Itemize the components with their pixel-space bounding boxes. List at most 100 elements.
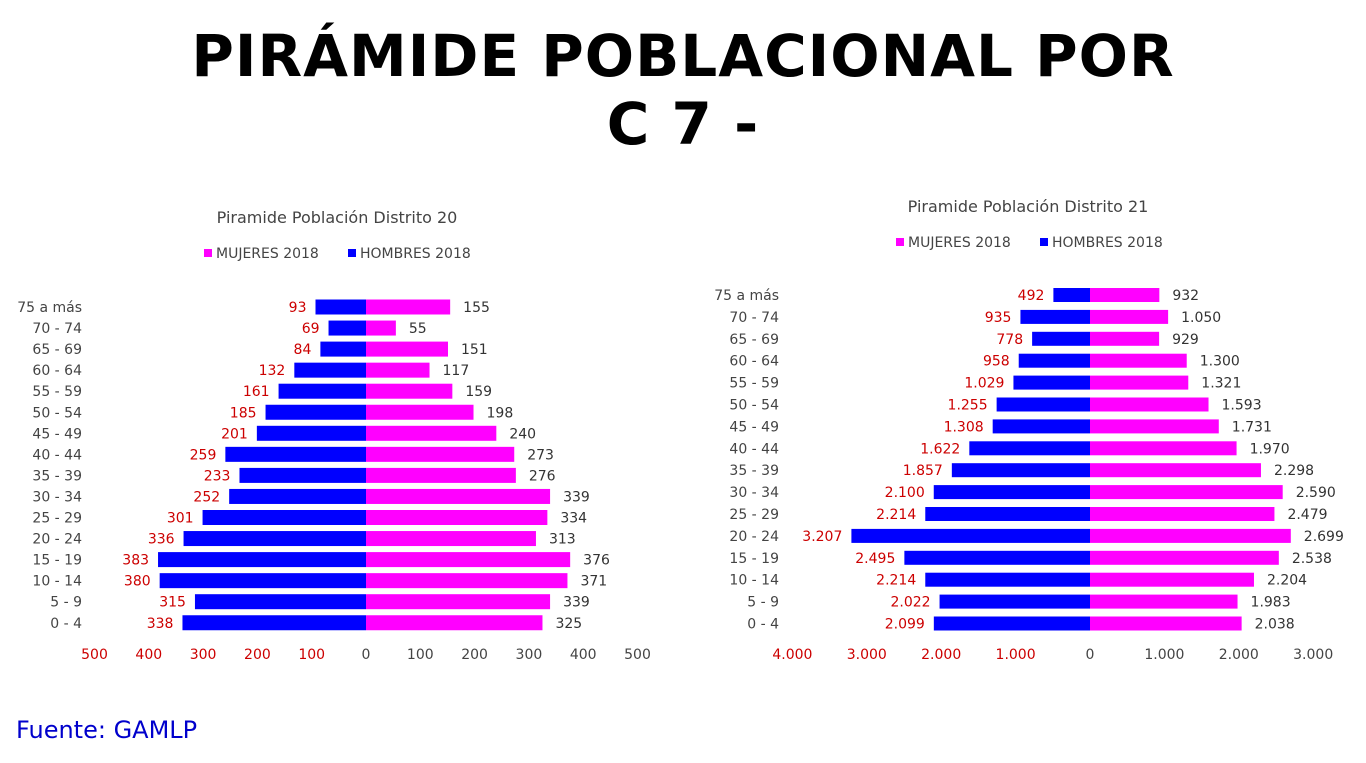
chart-title: Piramide Población Distrito 20: [217, 208, 458, 227]
bar-hombres: [182, 615, 366, 631]
bar-mujeres: [1090, 375, 1189, 390]
category-label: 70 - 74: [729, 310, 779, 326]
data-label-hombres: 315: [159, 595, 186, 611]
category-label: 10 - 14: [729, 573, 779, 589]
bar-hombres: [158, 552, 366, 568]
bar-mujeres: [366, 552, 571, 568]
category-label: 55 - 59: [729, 376, 779, 392]
data-label-mujeres: 325: [555, 616, 582, 632]
data-label-mujeres: 198: [487, 405, 514, 421]
data-label-mujeres: 339: [563, 595, 590, 611]
bar-mujeres: [1090, 419, 1219, 434]
legend-label-hombres: HOMBRES 2018: [360, 246, 471, 262]
bar-hombres: [1018, 353, 1090, 368]
data-label-hombres: 2.214: [876, 507, 916, 523]
data-label-hombres: 84: [294, 342, 312, 358]
category-label: 15 - 19: [729, 551, 779, 567]
data-label-hombres: 935: [985, 310, 1012, 326]
data-label-hombres: 1.029: [964, 376, 1004, 392]
bar-hombres: [925, 572, 1090, 587]
data-label-mujeres: 155: [463, 300, 490, 316]
x-tick-label: 400: [135, 647, 162, 663]
data-label-mujeres: 240: [509, 426, 536, 442]
category-label: 30 - 34: [32, 489, 82, 505]
x-tick-label: 1.000: [996, 647, 1036, 663]
bar-mujeres: [1090, 550, 1279, 565]
data-label-hombres: 252: [193, 489, 220, 505]
data-label-mujeres: 55: [409, 321, 427, 337]
data-label-mujeres: 2.298: [1274, 463, 1314, 479]
legend-swatch-mujeres: [204, 249, 212, 257]
bar-mujeres: [366, 299, 451, 315]
bar-mujeres: [366, 594, 551, 610]
data-label-hombres: 492: [1018, 288, 1045, 304]
data-label-hombres: 2.099: [885, 617, 925, 633]
bar-hombres: [904, 550, 1090, 565]
legend-swatch-hombres: [1040, 238, 1048, 246]
data-label-hombres: 338: [147, 616, 174, 632]
x-tick-label: 200: [461, 647, 488, 663]
bar-mujeres: [366, 425, 497, 441]
data-label-hombres: 185: [230, 405, 257, 421]
bar-mujeres: [1090, 397, 1209, 412]
category-label: 75 a más: [714, 288, 779, 304]
data-label-mujeres: 1.593: [1222, 398, 1262, 414]
data-label-mujeres: 2.204: [1267, 573, 1307, 589]
page-title-line2: C 7 -: [606, 90, 760, 158]
data-label-mujeres: 313: [549, 532, 576, 548]
bar-hombres: [239, 467, 366, 483]
data-label-hombres: 958: [983, 354, 1010, 370]
data-label-mujeres: 371: [580, 574, 607, 590]
bar-hombres: [996, 397, 1090, 412]
bar-mujeres: [1090, 463, 1261, 478]
category-label: 15 - 19: [32, 553, 82, 569]
bar-hombres: [194, 594, 366, 610]
data-label-hombres: 69: [302, 321, 320, 337]
bar-mujeres: [366, 362, 430, 378]
bar-mujeres: [1090, 441, 1237, 456]
bar-hombres: [183, 531, 366, 547]
data-label-mujeres: 2.479: [1287, 507, 1327, 523]
legend-label-hombres: HOMBRES 2018: [1052, 235, 1163, 251]
x-tick-label: 3.000: [1293, 647, 1333, 663]
data-label-hombres: 93: [289, 300, 307, 316]
category-label: 60 - 64: [32, 363, 82, 379]
category-label: 50 - 54: [729, 398, 779, 414]
data-label-mujeres: 334: [560, 511, 587, 527]
data-label-hombres: 383: [122, 553, 149, 569]
data-label-hombres: 1.857: [903, 463, 943, 479]
category-label: 0 - 4: [747, 617, 779, 633]
page-title-line1: PIRÁMIDE POBLACIONAL POR: [191, 22, 1175, 90]
bar-hombres: [278, 383, 366, 399]
data-label-mujeres: 1.321: [1201, 376, 1241, 392]
category-label: 25 - 29: [32, 511, 82, 527]
data-label-hombres: 336: [148, 532, 175, 548]
category-label: 5 - 9: [50, 595, 82, 611]
category-label: 25 - 29: [729, 507, 779, 523]
data-label-mujeres: 2.038: [1255, 617, 1295, 633]
bar-mujeres: [366, 573, 568, 589]
x-tick-label: 4.000: [772, 647, 812, 663]
bar-hombres: [328, 320, 366, 336]
bar-hombres: [933, 485, 1090, 500]
bar-mujeres: [1090, 572, 1254, 587]
bar-hombres: [1020, 309, 1090, 324]
bar-hombres: [256, 425, 366, 441]
x-tick-label: 300: [190, 647, 217, 663]
legend-swatch-hombres: [348, 249, 356, 257]
category-label: 40 - 44: [32, 447, 82, 463]
bar-mujeres: [1090, 485, 1283, 500]
x-tick-label: 200: [244, 647, 271, 663]
bar-hombres: [951, 463, 1090, 478]
bar-hombres: [1053, 288, 1090, 302]
data-label-mujeres: 2.538: [1292, 551, 1332, 567]
data-label-mujeres: 1.731: [1232, 419, 1272, 435]
data-label-mujeres: 929: [1172, 332, 1199, 348]
category-label: 65 - 69: [729, 332, 779, 348]
data-label-hombres: 2.100: [885, 485, 925, 501]
source-note: Fuente: GAMLP: [16, 716, 198, 744]
bar-mujeres: [366, 320, 396, 336]
data-label-mujeres: 339: [563, 489, 590, 505]
bar-mujeres: [1090, 507, 1275, 521]
data-label-hombres: 132: [259, 363, 286, 379]
